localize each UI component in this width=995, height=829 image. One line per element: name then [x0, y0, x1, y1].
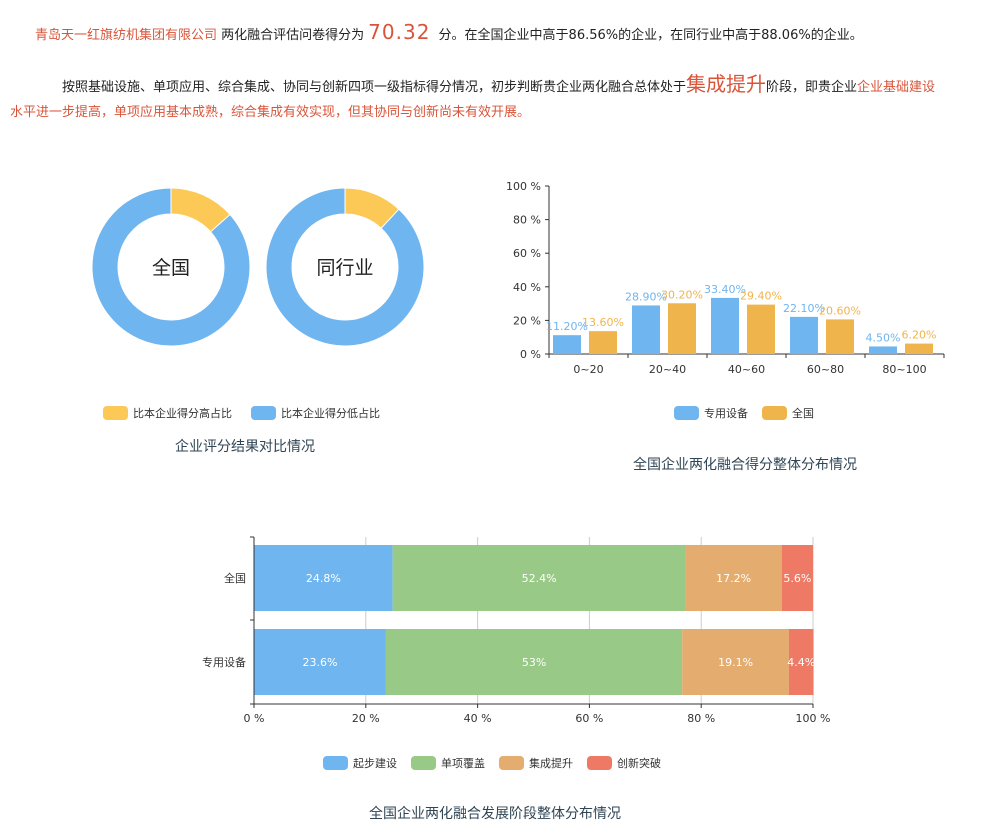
- legend-label: 专用设备: [704, 406, 748, 420]
- bar-data-label: 29.40%: [740, 290, 782, 303]
- legend-label: 全国: [792, 406, 814, 420]
- donut-center-label: 全国: [152, 257, 190, 279]
- bar-data-label: 13.60%: [582, 316, 624, 329]
- x-tick-label: 0 %: [244, 712, 265, 725]
- stage-text: 按照基础设施、单项应用、综合集成、协同与创新四项一级指标得分情况，初步判断贵企业…: [62, 80, 687, 95]
- y-tick-label: 80 %: [513, 214, 541, 227]
- legend-swatch: [587, 756, 612, 770]
- donut-slice: [91, 187, 251, 347]
- conclusion-line1: 企业基础建设: [857, 80, 936, 95]
- x-tick-label: 80 %: [687, 712, 715, 725]
- score-summary: 青岛天一红旗纺机集团有限公司 两化融合评估问卷得分为 70.32 分。在全国企业中…: [35, 18, 863, 50]
- stage-value: 集成提升: [686, 72, 767, 96]
- stacked-bar-segment: [254, 545, 393, 611]
- y-tick-label: 40 %: [513, 281, 541, 294]
- chart-title: 全国企业两化融合发展阶段整体分布情况: [369, 805, 621, 822]
- donut-center-label: 同行业: [316, 257, 373, 279]
- x-tick-label: 60~80: [807, 363, 844, 376]
- bar: [790, 316, 818, 354]
- legend-swatch: [674, 406, 699, 420]
- y-tick-label: 60 %: [513, 247, 541, 260]
- bar-data-label: 33.40%: [704, 283, 746, 296]
- y-tick-label: 20 %: [513, 314, 541, 327]
- summary-text: 两化融合评估问卷得分为: [217, 28, 365, 43]
- segment-data-label: 5.6%: [783, 572, 811, 585]
- stacked-bar-segment: [682, 629, 789, 695]
- donut-slice: [265, 187, 425, 347]
- legend-swatch: [103, 406, 128, 420]
- y-tick-label: 100 %: [506, 180, 541, 193]
- stacked-bar-segment: [392, 545, 686, 611]
- bar: [589, 331, 617, 354]
- segment-data-label: 52.4%: [522, 572, 557, 585]
- x-tick-label: 40 %: [464, 712, 492, 725]
- bar: [826, 319, 854, 354]
- bar-data-label: 20.60%: [819, 304, 861, 317]
- y-tick-label: 0 %: [520, 348, 541, 361]
- legend-swatch: [323, 756, 348, 770]
- segment-data-label: 17.2%: [716, 572, 751, 585]
- segment-data-label: 23.6%: [302, 656, 337, 669]
- legend-swatch: [499, 756, 524, 770]
- x-tick-label: 80~100: [882, 363, 926, 376]
- chart-title: 全国企业两化融合得分整体分布情况: [633, 456, 857, 473]
- bar: [905, 343, 933, 354]
- stacked-bar-segment: [385, 629, 683, 695]
- bar-data-label: 22.10%: [783, 302, 825, 315]
- bar-data-label: 30.20%: [661, 288, 703, 301]
- bar: [668, 303, 696, 354]
- segment-data-label: 24.8%: [306, 572, 341, 585]
- x-tick-label: 20~40: [649, 363, 686, 376]
- x-tick-label: 60 %: [575, 712, 603, 725]
- chart-title: 企业评分结果对比情况: [175, 438, 315, 455]
- bar: [711, 297, 739, 354]
- score-value: 70.32: [368, 20, 431, 44]
- x-tick-label: 100 %: [796, 712, 831, 725]
- legend-label: 比本企业得分低占比: [281, 406, 380, 420]
- legend-label: 比本企业得分高占比: [133, 406, 232, 420]
- bar-data-label: 6.20%: [902, 329, 937, 342]
- stacked-bar-segment: [685, 545, 782, 611]
- legend-label: 起步建设: [353, 756, 397, 770]
- segment-data-label: 19.1%: [718, 656, 753, 669]
- stacked-bar-segment: [254, 629, 386, 695]
- segment-data-label: 4.4%: [787, 656, 815, 669]
- bar: [553, 335, 581, 354]
- stage-summary: 按照基础设施、单项应用、综合集成、协同与创新四项一级指标得分情况，初步判断贵企业…: [62, 70, 935, 102]
- bar-data-label: 11.20%: [546, 320, 588, 333]
- y-category-label: 全国: [224, 571, 246, 585]
- company-name: 青岛天一红旗纺机集团有限公司: [35, 28, 218, 43]
- bar: [632, 305, 660, 354]
- bar: [747, 304, 775, 354]
- legend-label: 创新突破: [617, 756, 661, 770]
- legend-swatch: [411, 756, 436, 770]
- legend-label: 单项覆盖: [441, 756, 485, 770]
- stacked-bar-segment: [781, 545, 813, 611]
- segment-data-label: 53%: [522, 656, 546, 669]
- summary-text-ranking: 分。在全国企业中高于86.56%的企业，在同行业中高于88.06%的企业。: [434, 28, 863, 43]
- stage-text-2: 阶段，即贵企业: [766, 80, 858, 95]
- stacked-bar-segment: [788, 629, 814, 695]
- x-tick-label: 20 %: [352, 712, 380, 725]
- bar: [869, 346, 897, 354]
- x-tick-label: 40~60: [728, 363, 765, 376]
- bar-data-label: 4.50%: [866, 331, 901, 344]
- bar-data-label: 28.90%: [625, 290, 667, 303]
- legend-label: 集成提升: [529, 756, 573, 770]
- legend-swatch: [762, 406, 787, 420]
- conclusion-line2: 水平进一步提高，单项应用基本成熟，综合集成有效实现，但其协同与创新尚未有效开展。: [10, 105, 531, 120]
- y-category-label: 专用设备: [202, 655, 246, 669]
- x-tick-label: 0~20: [573, 363, 603, 376]
- legend-swatch: [251, 406, 276, 420]
